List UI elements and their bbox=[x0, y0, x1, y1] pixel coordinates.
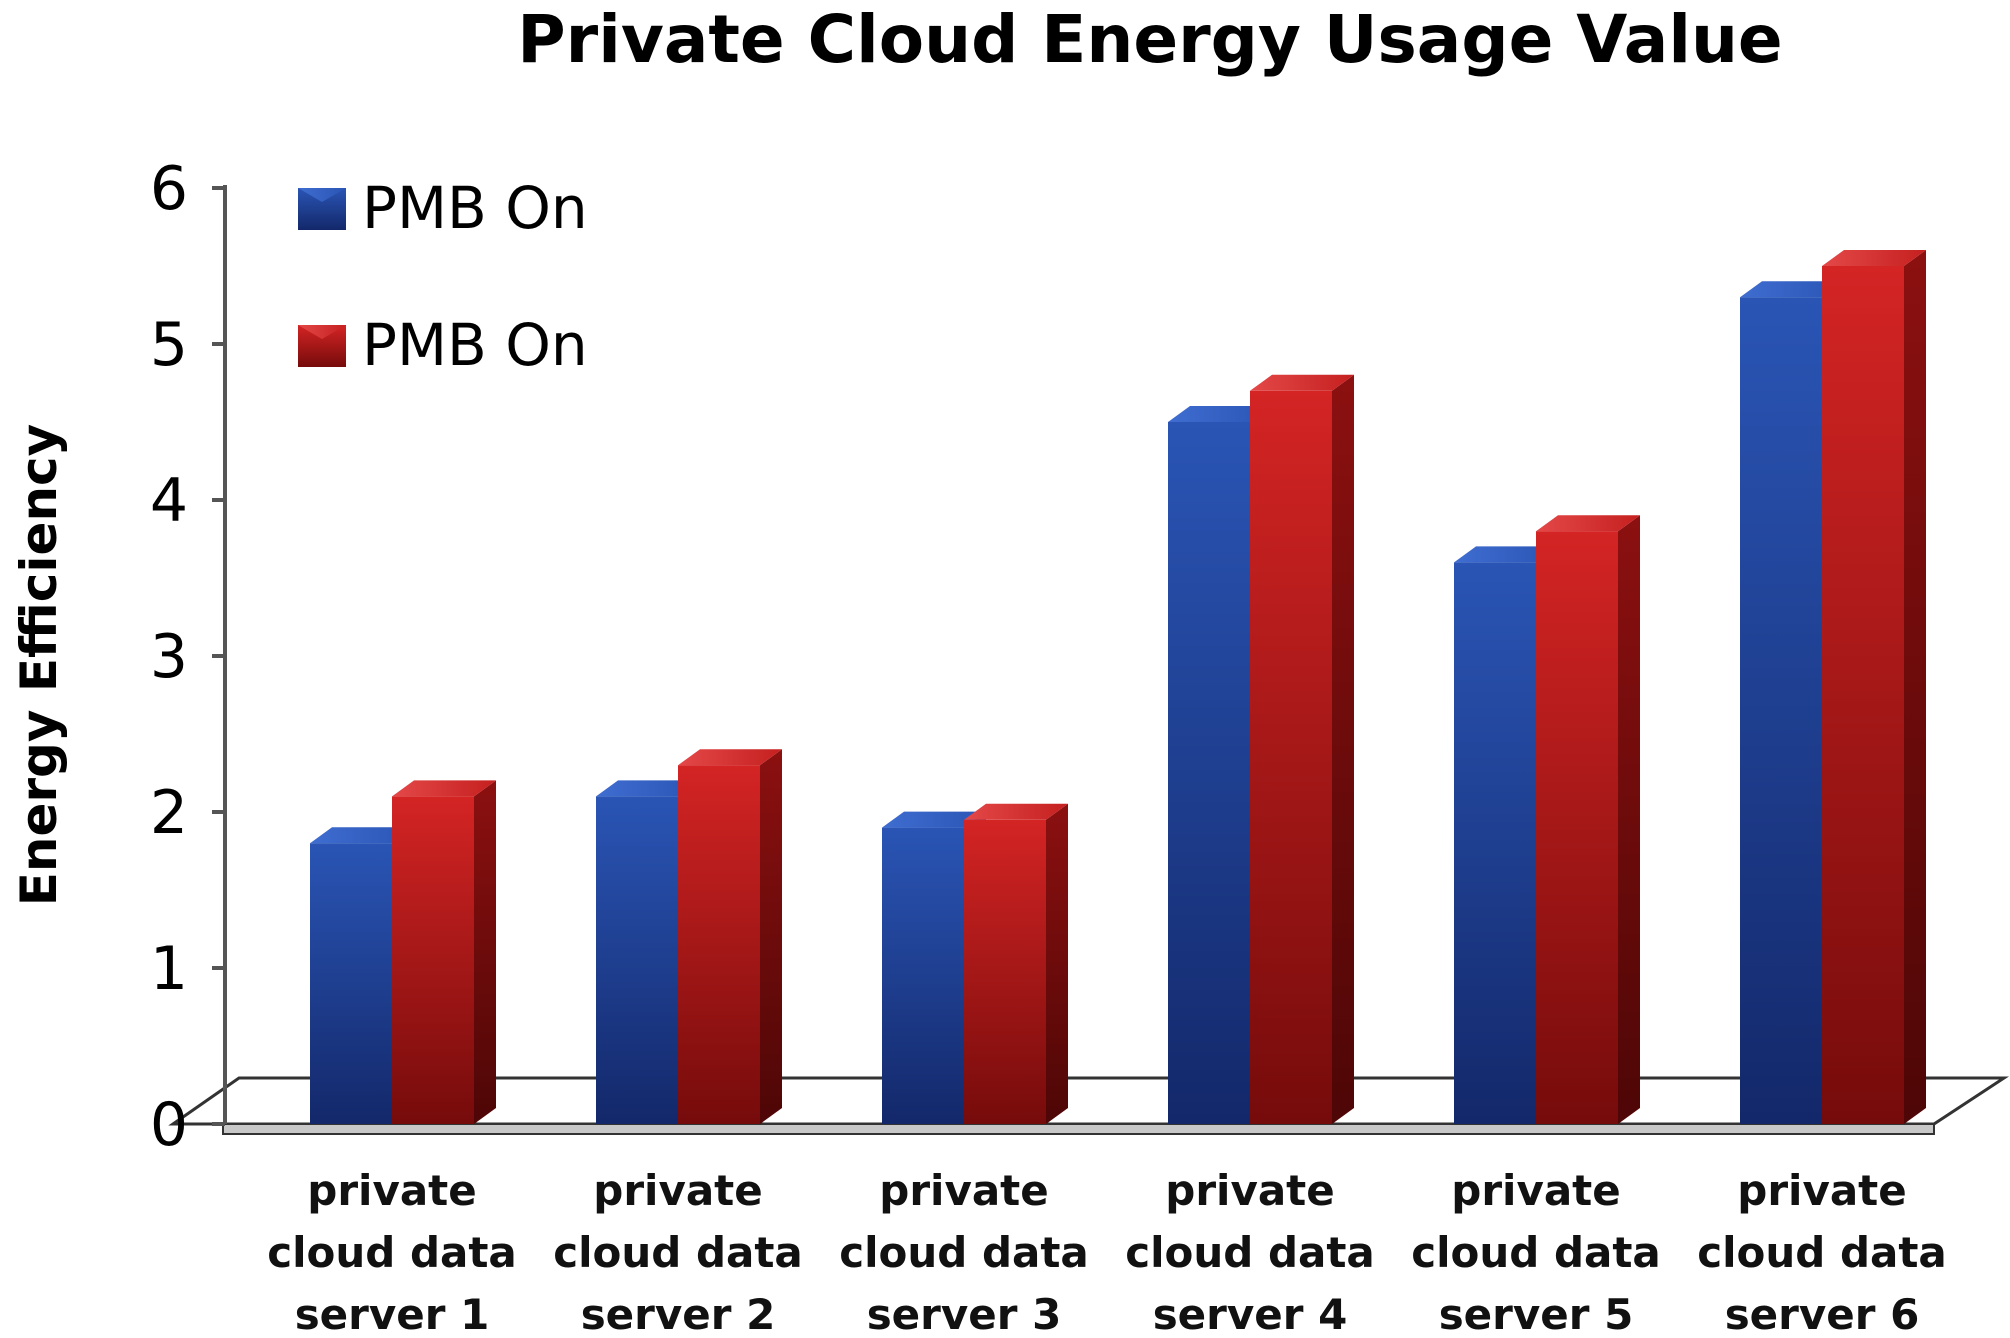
bar-side bbox=[1332, 374, 1354, 1124]
bar-front bbox=[1740, 297, 1822, 1124]
category-label: server 1 bbox=[295, 1290, 490, 1338]
category-label: server 3 bbox=[867, 1290, 1062, 1338]
bar-top bbox=[1168, 406, 1272, 422]
bar-front bbox=[1822, 266, 1904, 1124]
category-label: cloud data bbox=[267, 1228, 517, 1277]
y-tick-label: 4 bbox=[150, 466, 188, 536]
legend-swatch-top bbox=[298, 325, 346, 339]
category-label: private bbox=[307, 1166, 476, 1215]
chart-title: Private Cloud Energy Usage Value bbox=[517, 1, 1782, 78]
bar bbox=[964, 803, 1068, 1124]
bar-side bbox=[1046, 803, 1068, 1124]
bar-front bbox=[1250, 390, 1332, 1124]
bar-top bbox=[596, 780, 700, 797]
bar-side bbox=[760, 749, 782, 1124]
category-label: private bbox=[1165, 1166, 1334, 1215]
category-labels: private cloud data server 1 private cloud da… bbox=[267, 1166, 1947, 1338]
category-label: private bbox=[1451, 1166, 1620, 1215]
bar-front bbox=[1454, 562, 1536, 1124]
legend: PMB On PMB On bbox=[298, 174, 588, 379]
bar-side bbox=[1904, 250, 1926, 1124]
bar bbox=[1536, 515, 1640, 1124]
bar-top bbox=[964, 803, 1068, 820]
category-label: server 6 bbox=[1725, 1290, 1920, 1338]
legend-swatch-top bbox=[298, 188, 346, 202]
bar-top bbox=[392, 780, 496, 797]
bar-side bbox=[1618, 515, 1640, 1124]
bar-front bbox=[678, 765, 760, 1124]
legend-label: PMB On bbox=[362, 311, 588, 379]
bar-front bbox=[882, 827, 964, 1124]
category-label: private bbox=[1737, 1166, 1906, 1215]
bar-top bbox=[1740, 281, 1844, 298]
category-label: cloud data bbox=[1697, 1228, 1947, 1277]
bar-top bbox=[1536, 515, 1640, 532]
category-label: private bbox=[879, 1166, 1048, 1215]
bar-front bbox=[310, 843, 392, 1124]
category-label: cloud data bbox=[1125, 1228, 1375, 1277]
bar-top bbox=[1454, 546, 1558, 563]
category-label: server 5 bbox=[1439, 1290, 1634, 1338]
y-ticks: 0 1 2 3 4 5 6 bbox=[150, 154, 225, 1160]
bar bbox=[392, 780, 496, 1124]
y-tick-label: 1 bbox=[150, 934, 188, 1004]
y-tick-label: 5 bbox=[150, 310, 188, 380]
category-label: server 4 bbox=[1153, 1290, 1348, 1338]
bar-front bbox=[1536, 531, 1618, 1124]
legend-swatch bbox=[298, 325, 346, 367]
category-label: cloud data bbox=[839, 1228, 1089, 1277]
category-label: cloud data bbox=[553, 1228, 803, 1277]
legend-label: PMB On bbox=[362, 174, 588, 242]
bar-side bbox=[474, 780, 496, 1124]
bar bbox=[1822, 250, 1926, 1124]
bar-top bbox=[1822, 250, 1926, 266]
category-label: private bbox=[593, 1166, 762, 1215]
y-tick-label: 2 bbox=[150, 778, 188, 848]
bar-top bbox=[1250, 374, 1354, 391]
y-axis-label: Energy Efficiency bbox=[10, 424, 68, 907]
bar-front bbox=[596, 796, 678, 1124]
bar-top bbox=[678, 749, 782, 766]
bar-top bbox=[310, 827, 414, 844]
bars bbox=[310, 250, 1926, 1124]
bar-front bbox=[392, 796, 474, 1124]
bar-front bbox=[964, 819, 1046, 1124]
y-tick-label: 3 bbox=[150, 622, 188, 692]
y-tick-label: 0 bbox=[150, 1090, 188, 1160]
y-tick-label: 6 bbox=[150, 154, 188, 224]
legend-swatch bbox=[298, 188, 346, 230]
category-label: server 2 bbox=[581, 1290, 776, 1338]
category-label: cloud data bbox=[1411, 1228, 1661, 1277]
bar-front bbox=[1168, 422, 1250, 1124]
bar bbox=[678, 749, 782, 1124]
chart-floor-edge bbox=[222, 1123, 1935, 1135]
bar-top bbox=[882, 811, 986, 828]
bar bbox=[1250, 374, 1354, 1124]
